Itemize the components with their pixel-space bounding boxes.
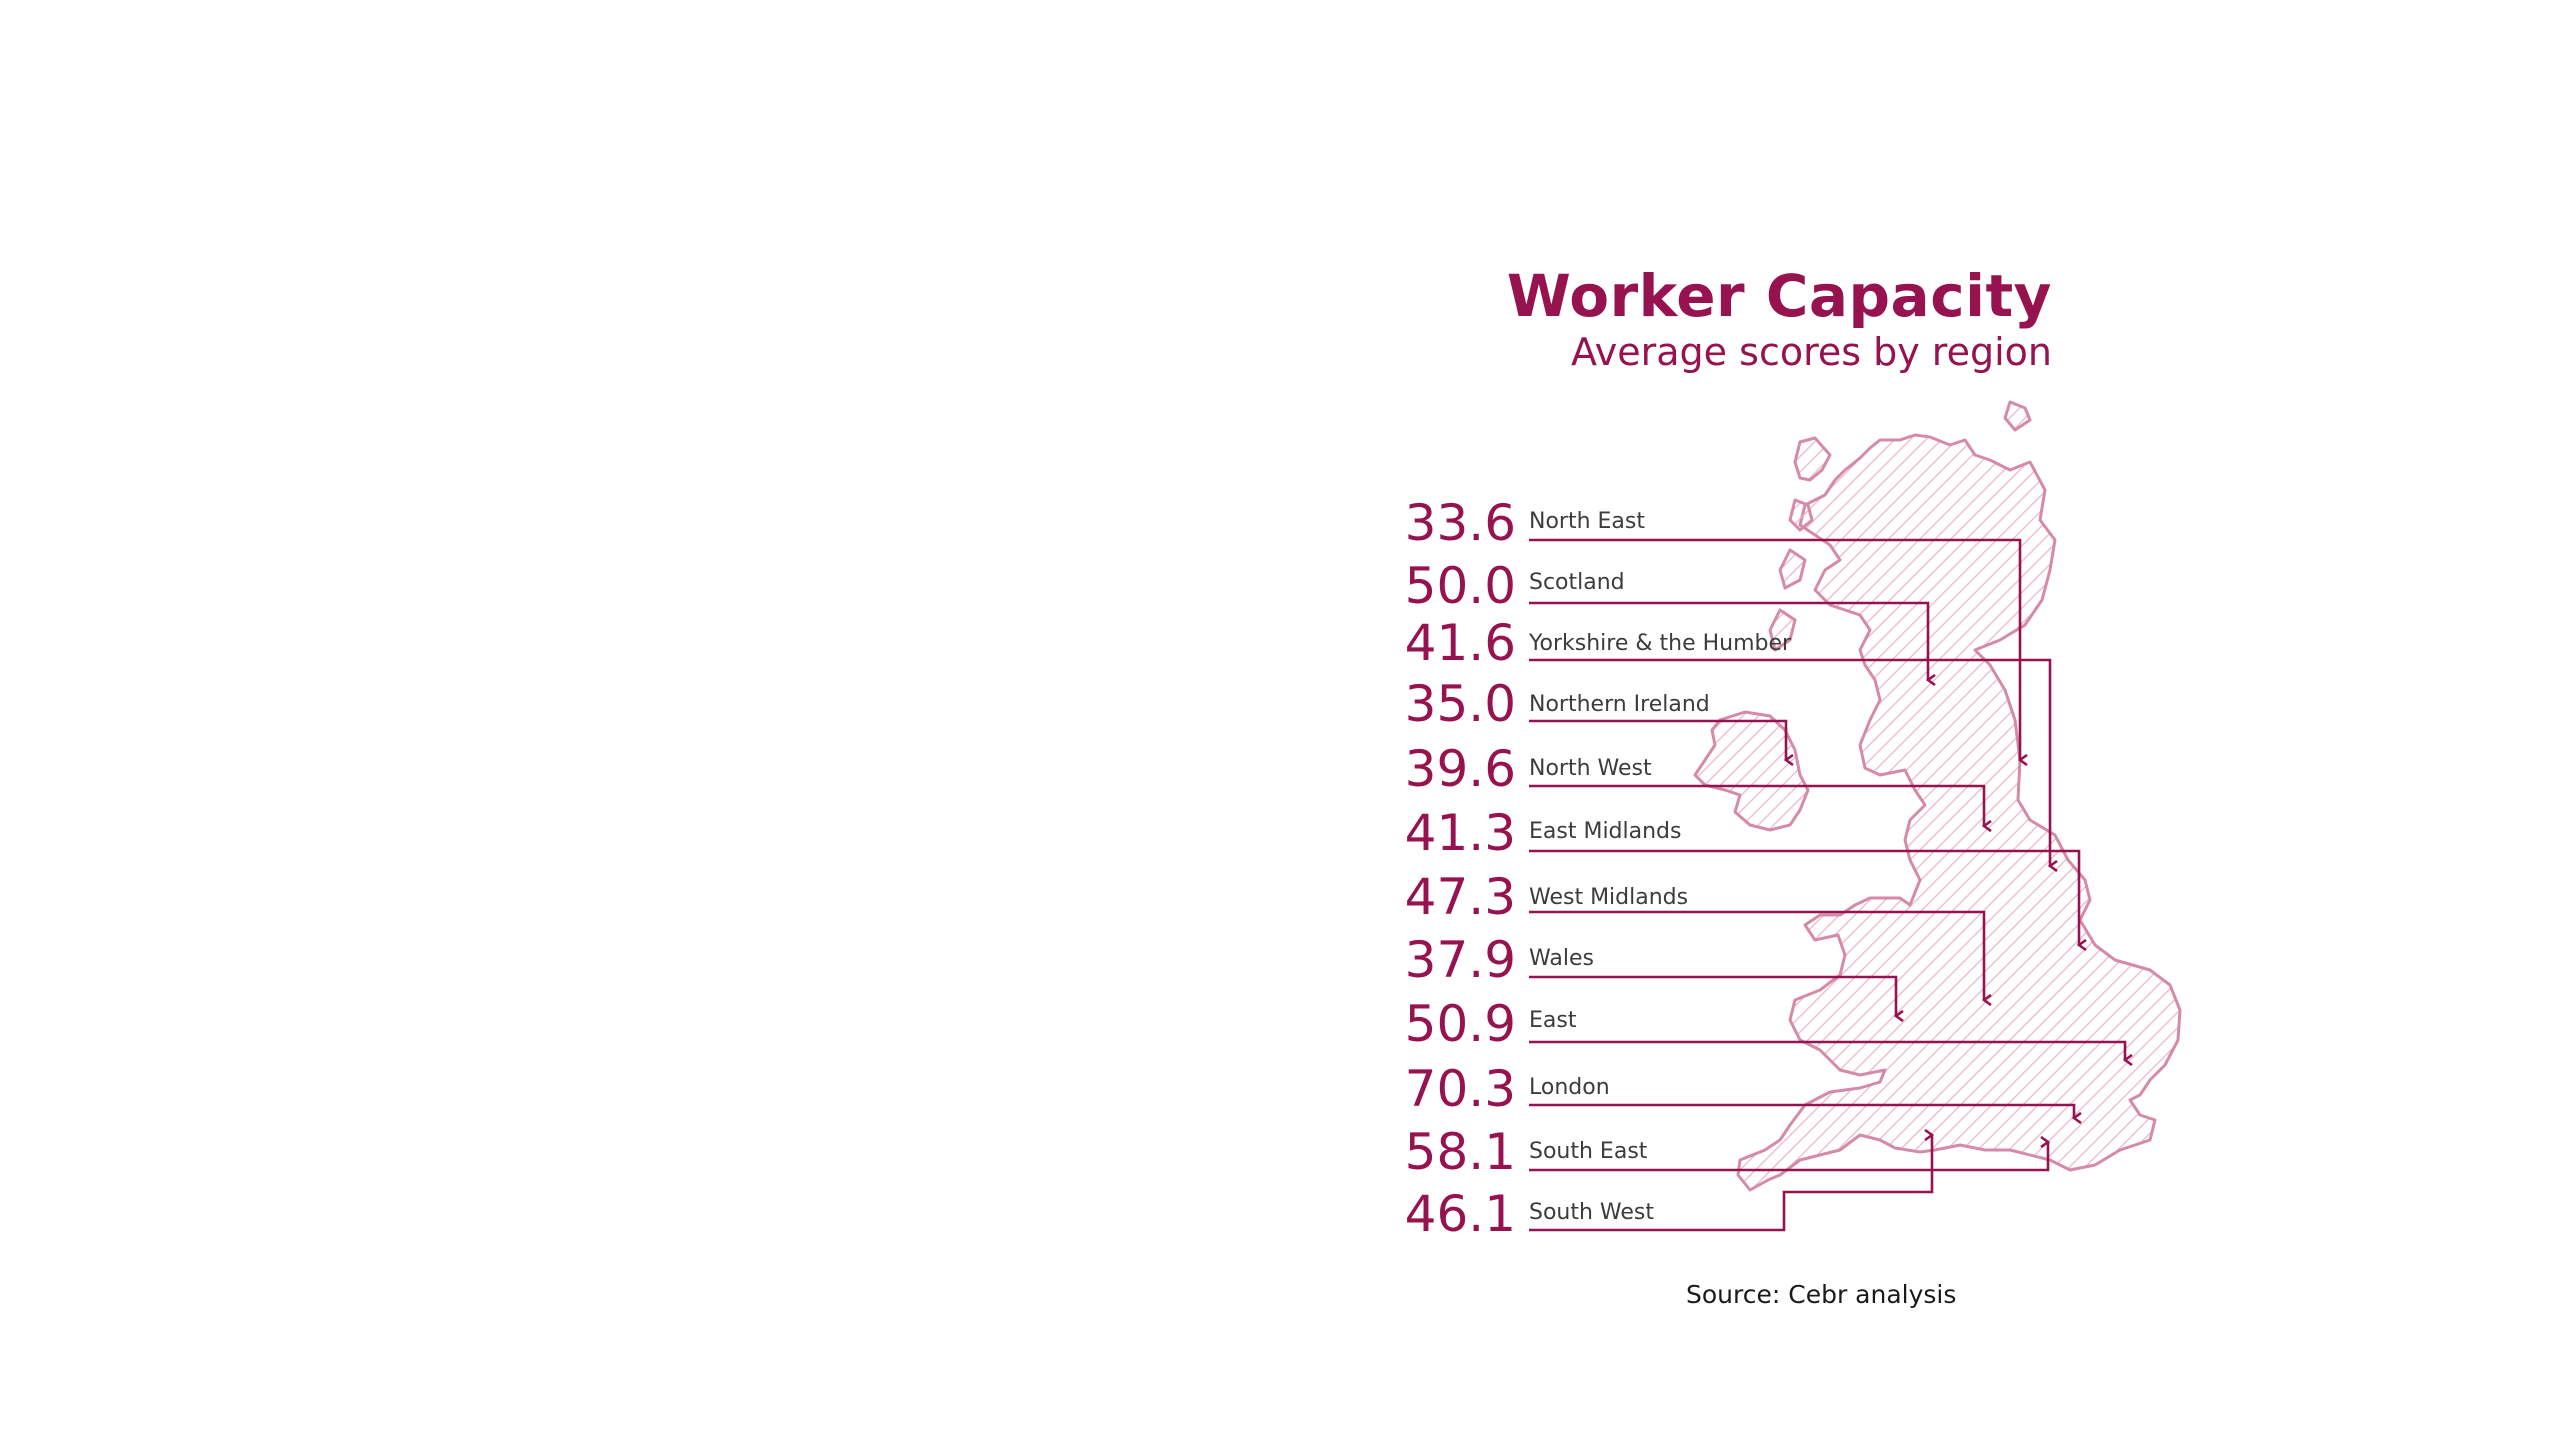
region-label: West Midlands — [1529, 885, 1689, 910]
leader-northern-ireland — [1529, 719, 1786, 760]
score-value: 47.3 — [1404, 868, 1516, 926]
region-label: Wales — [1529, 946, 1594, 971]
map-great-britain — [1736, 400, 2182, 1192]
region-label: East — [1529, 1008, 1577, 1033]
leader-london — [1529, 1103, 2074, 1118]
region-label: Scotland — [1529, 570, 1625, 595]
leader-west-midlands — [1529, 910, 1984, 1000]
leader-south-east — [1529, 1142, 2048, 1172]
region-label: South East — [1529, 1139, 1648, 1164]
score-value: 70.3 — [1404, 1060, 1516, 1118]
score-value: 37.9 — [1404, 931, 1516, 989]
region-label: North East — [1529, 509, 1645, 534]
score-value: 39.6 — [1404, 740, 1516, 798]
leader-north-west — [1529, 784, 1984, 826]
score-value: 58.1 — [1404, 1123, 1516, 1181]
chart-subtitle: Average scores by region — [1571, 330, 2052, 374]
score-value: 33.6 — [1404, 494, 1516, 552]
leader-east — [1529, 1040, 2125, 1060]
map-northern-ireland — [1693, 710, 1810, 832]
region-label: South West — [1529, 1200, 1655, 1225]
leader-yorkshire — [1529, 658, 2050, 866]
region-label: North West — [1529, 756, 1652, 781]
leader-scotland — [1529, 601, 1928, 680]
region-label: Northern Ireland — [1529, 692, 1710, 717]
score-value: 50.0 — [1404, 557, 1516, 615]
leader-wales — [1529, 975, 1896, 1016]
leader-east-midlands — [1529, 849, 2079, 945]
score-value: 41.6 — [1404, 614, 1516, 672]
leader-lines — [1529, 538, 2125, 1232]
score-value: 41.3 — [1404, 804, 1516, 862]
score-value: 50.9 — [1404, 995, 1516, 1053]
leader-north-east — [1529, 538, 2020, 760]
source-note: Source: Cebr analysis — [1686, 1280, 1957, 1309]
leader-south-west — [1529, 1135, 1932, 1232]
region-label: London — [1529, 1075, 1610, 1100]
chart-title: Worker Capacity — [1506, 262, 2052, 330]
score-value: 35.0 — [1404, 675, 1516, 733]
score-value: 46.1 — [1404, 1185, 1516, 1243]
region-label: Yorkshire & the Humber — [1529, 631, 1792, 656]
region-label: East Midlands — [1529, 819, 1682, 844]
